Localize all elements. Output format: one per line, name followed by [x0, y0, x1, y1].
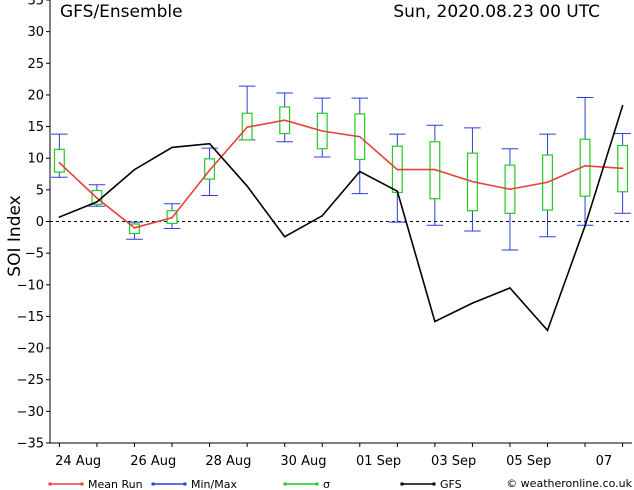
y-tick-label: −20	[17, 342, 44, 357]
sigma-box	[204, 158, 216, 180]
mean-point	[434, 168, 436, 171]
legend-marker	[80, 482, 84, 486]
legend: Mean Run Min/Max σ GFS	[48, 478, 462, 490]
gfs-point	[133, 168, 136, 171]
gfs-point	[171, 146, 173, 149]
gfs-point	[58, 216, 61, 218]
legend-label: σ	[323, 478, 330, 490]
mean-point	[246, 126, 248, 129]
gfs-point	[584, 225, 586, 227]
y-tick-label: 5	[36, 183, 44, 198]
gfs-line	[59, 105, 624, 332]
legend-label: Mean Run	[88, 478, 143, 490]
mean-point	[584, 165, 586, 167]
y-tick-label: 0	[36, 215, 44, 230]
gfs-point	[434, 320, 436, 323]
y-tick-label: −15	[17, 310, 44, 325]
mean-point	[396, 168, 399, 171]
x-tick-label: 01 Sep	[356, 454, 401, 469]
sigma-box	[129, 223, 140, 235]
mean-point	[471, 180, 474, 183]
x-tick-label: 30 Aug	[280, 454, 326, 469]
legend-marker	[183, 482, 187, 486]
legend-label: GFS	[440, 478, 462, 490]
mean-point	[509, 188, 511, 191]
legend-label: Min/Max	[191, 478, 237, 490]
y-tick-label: 15	[27, 120, 44, 135]
axes: −35 −30 −25 −20 −15 −10 −5 0 5 10 15 20 25 30 35 24 Aug…	[17, 0, 632, 469]
mean-point	[321, 130, 324, 132]
y-tick-label: 25	[27, 57, 44, 72]
y-axis-label: SOI Index	[5, 195, 25, 276]
legend-marker	[400, 482, 404, 486]
gfs-point	[546, 329, 549, 332]
gfs-point	[471, 302, 474, 304]
legend-marker	[315, 482, 319, 486]
gfs-point	[246, 185, 248, 187]
y-tick-label: −25	[17, 373, 44, 388]
run-timestamp: Sun, 2020.08.23 00 UTC	[393, 2, 600, 22]
legend-marker	[283, 482, 287, 486]
y-tick-label: 35	[27, 0, 44, 9]
mean-point	[58, 161, 61, 164]
y-tick-label: −35	[17, 437, 44, 452]
gfs-point	[396, 190, 399, 192]
x-tick-label: 03 Sep	[431, 454, 476, 469]
mean-point	[621, 167, 624, 170]
gfs-point	[321, 215, 324, 217]
sigma-box	[53, 148, 65, 173]
y-tick-label: −10	[17, 278, 44, 293]
mean-point	[546, 181, 549, 184]
x-tick-label: 28 Aug	[205, 454, 251, 469]
gfs-point	[208, 142, 211, 145]
y-tick-label: −30	[17, 405, 44, 420]
plot-area	[50, 85, 632, 332]
gfs-point	[96, 201, 98, 203]
mean-point	[171, 216, 173, 219]
legend-marker	[432, 482, 436, 486]
y-tick-label: −5	[25, 247, 44, 262]
mean-point	[96, 197, 98, 199]
gfs-point	[358, 170, 361, 173]
chart-title: GFS/Ensemble	[60, 2, 183, 22]
y-tick-label: 20	[27, 88, 44, 103]
mean-point	[358, 135, 361, 138]
mean-point	[133, 227, 136, 229]
credit-text: © weatheronline.co.uk	[506, 477, 632, 490]
legend-marker	[151, 482, 155, 486]
legend-marker	[48, 482, 52, 486]
y-tick-label: 30	[27, 25, 44, 40]
mean-point	[283, 119, 286, 122]
x-tick-label: 26 Aug	[130, 454, 176, 469]
y-tick-label: 10	[27, 152, 44, 167]
mean-point	[208, 169, 211, 172]
mean-run-line	[58, 119, 623, 229]
x-tick-label: 24 Aug	[55, 454, 101, 469]
gfs-point	[509, 287, 511, 289]
gfs-point	[621, 104, 624, 107]
gfs-point	[283, 235, 286, 238]
x-tick-label: 07	[596, 454, 613, 469]
x-tick-label: 05 Sep	[506, 454, 551, 469]
